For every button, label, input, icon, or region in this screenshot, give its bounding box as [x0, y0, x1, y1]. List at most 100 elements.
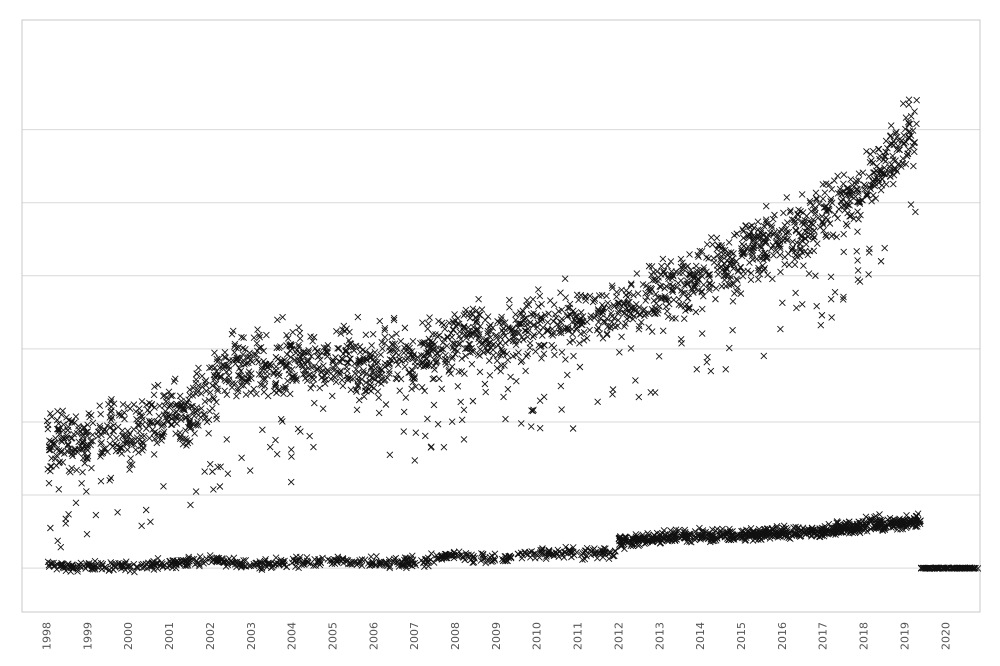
data-point [293, 377, 300, 384]
data-point [750, 529, 757, 537]
data-point [482, 388, 490, 396]
data-point [294, 355, 301, 363]
data-point [486, 553, 494, 561]
data-point [713, 234, 721, 242]
data-point [691, 528, 699, 535]
data-point [43, 417, 51, 425]
data-point [307, 384, 315, 392]
data-point [665, 536, 672, 543]
data-point [650, 268, 657, 276]
data-point [206, 407, 214, 415]
data-point [738, 240, 746, 248]
data-point [342, 346, 350, 354]
data-point [762, 216, 770, 223]
data-point [525, 301, 533, 309]
data-point [877, 166, 885, 174]
data-point [813, 532, 821, 540]
data-point [498, 362, 505, 369]
data-point [424, 325, 431, 333]
data-point [512, 338, 519, 345]
data-point [902, 160, 910, 168]
data-point [739, 226, 746, 233]
data-point [106, 414, 114, 421]
data-point [549, 332, 557, 339]
data-point [607, 322, 615, 330]
data-point [861, 186, 869, 193]
data-point [275, 387, 283, 394]
data-point [309, 374, 316, 382]
data-point [99, 449, 107, 457]
data-point [764, 271, 772, 279]
data-point [473, 316, 481, 324]
data-point [570, 352, 577, 360]
data-point [848, 193, 856, 200]
data-point [312, 562, 320, 569]
data-point [904, 150, 912, 157]
data-point [577, 330, 585, 338]
data-point [781, 532, 789, 539]
data-point [186, 418, 193, 426]
data-point [844, 527, 852, 534]
data-point [264, 559, 272, 567]
data-point [402, 394, 410, 401]
data-point [435, 555, 443, 562]
data-point [600, 318, 607, 325]
data-point [594, 554, 601, 562]
data-point [655, 352, 663, 360]
data-point [493, 334, 500, 342]
data-point [545, 548, 553, 555]
data-point [253, 390, 260, 398]
data-point [901, 125, 909, 133]
data-point [78, 438, 86, 446]
data-point [255, 331, 263, 339]
data-point [458, 355, 466, 362]
data-point [89, 419, 97, 427]
data-point [534, 286, 542, 293]
data-point [183, 560, 191, 568]
data-point [408, 385, 415, 393]
data-point [894, 142, 902, 150]
data-point [187, 501, 194, 509]
data-point [686, 270, 693, 278]
data-point [178, 400, 185, 408]
data-point [213, 355, 221, 363]
data-point [449, 340, 457, 347]
data-point [159, 563, 167, 571]
data-point [310, 443, 317, 451]
data-point [912, 523, 919, 531]
data-point [326, 557, 334, 565]
data-point [698, 287, 706, 295]
data-point [657, 271, 665, 278]
data-point [537, 343, 544, 351]
data-point [476, 346, 484, 353]
data-point [362, 348, 369, 355]
data-point [367, 363, 375, 371]
data-point [813, 195, 820, 202]
data-point [728, 255, 736, 263]
x-tick-label: 2003 [245, 622, 258, 650]
data-point [300, 359, 308, 367]
data-point [65, 511, 72, 518]
data-point [409, 337, 417, 345]
data-point [893, 146, 901, 153]
data-point [509, 337, 517, 345]
data-point [239, 351, 247, 358]
data-point [507, 373, 514, 381]
data-point [383, 559, 390, 566]
data-point [797, 232, 804, 240]
data-point [654, 309, 661, 317]
data-point [213, 415, 221, 423]
data-point [755, 536, 762, 543]
data-point [273, 450, 281, 458]
data-point [235, 344, 242, 351]
data-point [475, 295, 482, 303]
data-point [452, 351, 459, 358]
data-point [687, 266, 695, 274]
data-point [479, 553, 487, 561]
data-point [889, 152, 896, 160]
data-point [820, 227, 827, 234]
data-point [106, 476, 114, 484]
data-point [484, 313, 492, 320]
data-point [394, 558, 401, 566]
data-point [213, 557, 220, 565]
